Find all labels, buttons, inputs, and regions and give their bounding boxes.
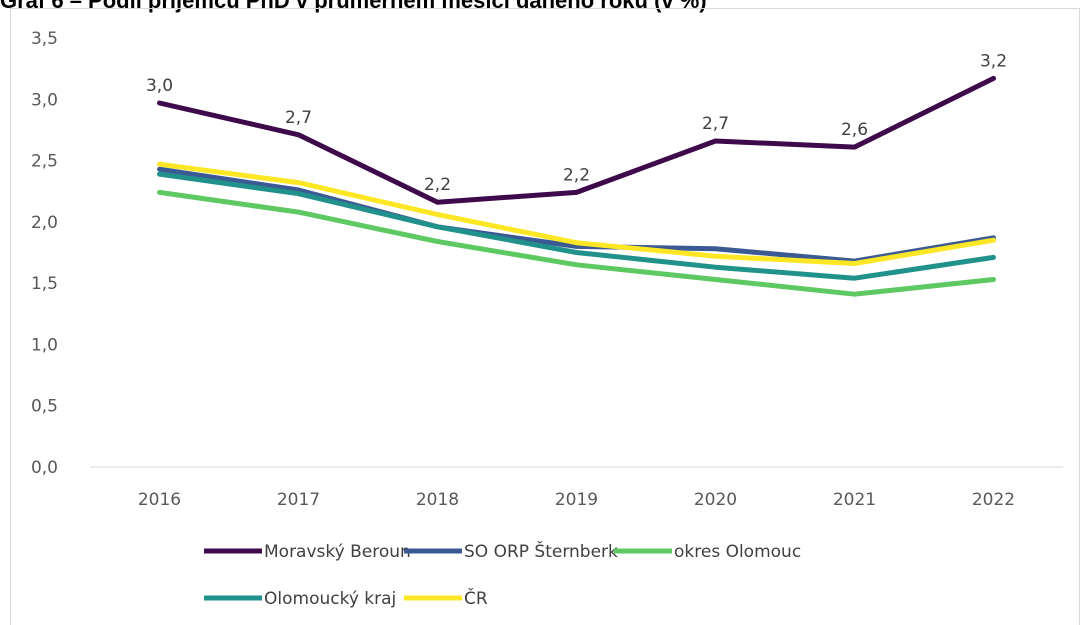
data-label: 2,7 bbox=[285, 108, 312, 128]
y-tick-label: 2,0 bbox=[31, 213, 58, 233]
x-tick-label: 2022 bbox=[972, 490, 1015, 510]
series-lines bbox=[157, 75, 996, 297]
x-axis-ticks: 2016 2017 2018 2019 2020 2021 2022 bbox=[138, 490, 1015, 510]
legend-label: SO ORP Šternberk bbox=[464, 540, 618, 562]
series-line bbox=[157, 161, 996, 266]
y-axis-ticks: 0,0 0,5 1,0 1,5 2,0 2,5 3,0 3,5 bbox=[31, 29, 58, 478]
data-label: 2,2 bbox=[424, 175, 451, 195]
x-tick-label: 2021 bbox=[833, 490, 876, 510]
data-label: 3,2 bbox=[980, 51, 1007, 71]
legend-label: ČR bbox=[464, 587, 488, 609]
x-tick-label: 2016 bbox=[138, 490, 181, 510]
x-tick-label: 2020 bbox=[694, 490, 737, 510]
legend: Moravský Beroun SO ORP Šternberk okres Olo… bbox=[204, 540, 801, 609]
y-tick-label: 1,0 bbox=[31, 335, 58, 355]
legend-label: Olomoucký kraj bbox=[264, 589, 396, 609]
x-tick-label: 2017 bbox=[277, 490, 320, 510]
legend-label: Moravský Beroun bbox=[264, 542, 411, 562]
y-tick-label: 2,5 bbox=[31, 152, 58, 172]
data-label: 2,7 bbox=[702, 114, 729, 134]
data-label: 2,6 bbox=[841, 120, 868, 140]
series-line bbox=[157, 189, 996, 297]
y-tick-label: 0,0 bbox=[31, 458, 58, 478]
series-line bbox=[157, 75, 996, 205]
series-line bbox=[157, 171, 996, 281]
x-tick-label: 2019 bbox=[555, 490, 598, 510]
legend-label: okres Olomouc bbox=[674, 542, 801, 562]
data-label: 3,0 bbox=[146, 76, 173, 96]
chart-frame bbox=[10, 8, 1080, 625]
x-tick-label: 2018 bbox=[416, 490, 459, 510]
y-tick-label: 1,5 bbox=[31, 274, 58, 294]
data-labels: 3,0 2,7 2,2 2,2 2,7 2,6 3,2 bbox=[146, 51, 1007, 195]
y-tick-label: 3,5 bbox=[31, 29, 58, 49]
chart-title: Graf 6 – Podíl příjemců PnD v průměrném … bbox=[0, 0, 707, 13]
y-tick-label: 3,0 bbox=[31, 90, 58, 110]
y-tick-label: 0,5 bbox=[31, 397, 58, 417]
data-label: 2,2 bbox=[563, 165, 590, 185]
